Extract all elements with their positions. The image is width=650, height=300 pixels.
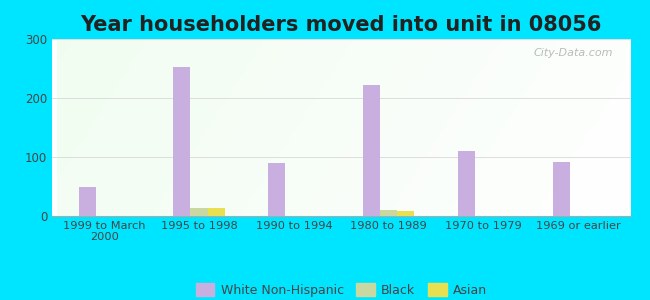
Bar [268, 163, 285, 216]
Title: Year householders moved into unit in 08056: Year householders moved into unit in 080… [81, 15, 602, 35]
Bar [397, 211, 414, 216]
Bar [174, 67, 190, 216]
Bar [363, 85, 380, 216]
Legend: White Non-Hispanic, Black, Asian: White Non-Hispanic, Black, Asian [190, 278, 492, 300]
Bar [552, 162, 570, 216]
Bar [79, 187, 96, 216]
Text: City-Data.com: City-Data.com [534, 48, 613, 58]
Bar [380, 210, 397, 216]
Bar [207, 208, 225, 216]
Bar [190, 208, 207, 216]
Bar [458, 151, 475, 216]
